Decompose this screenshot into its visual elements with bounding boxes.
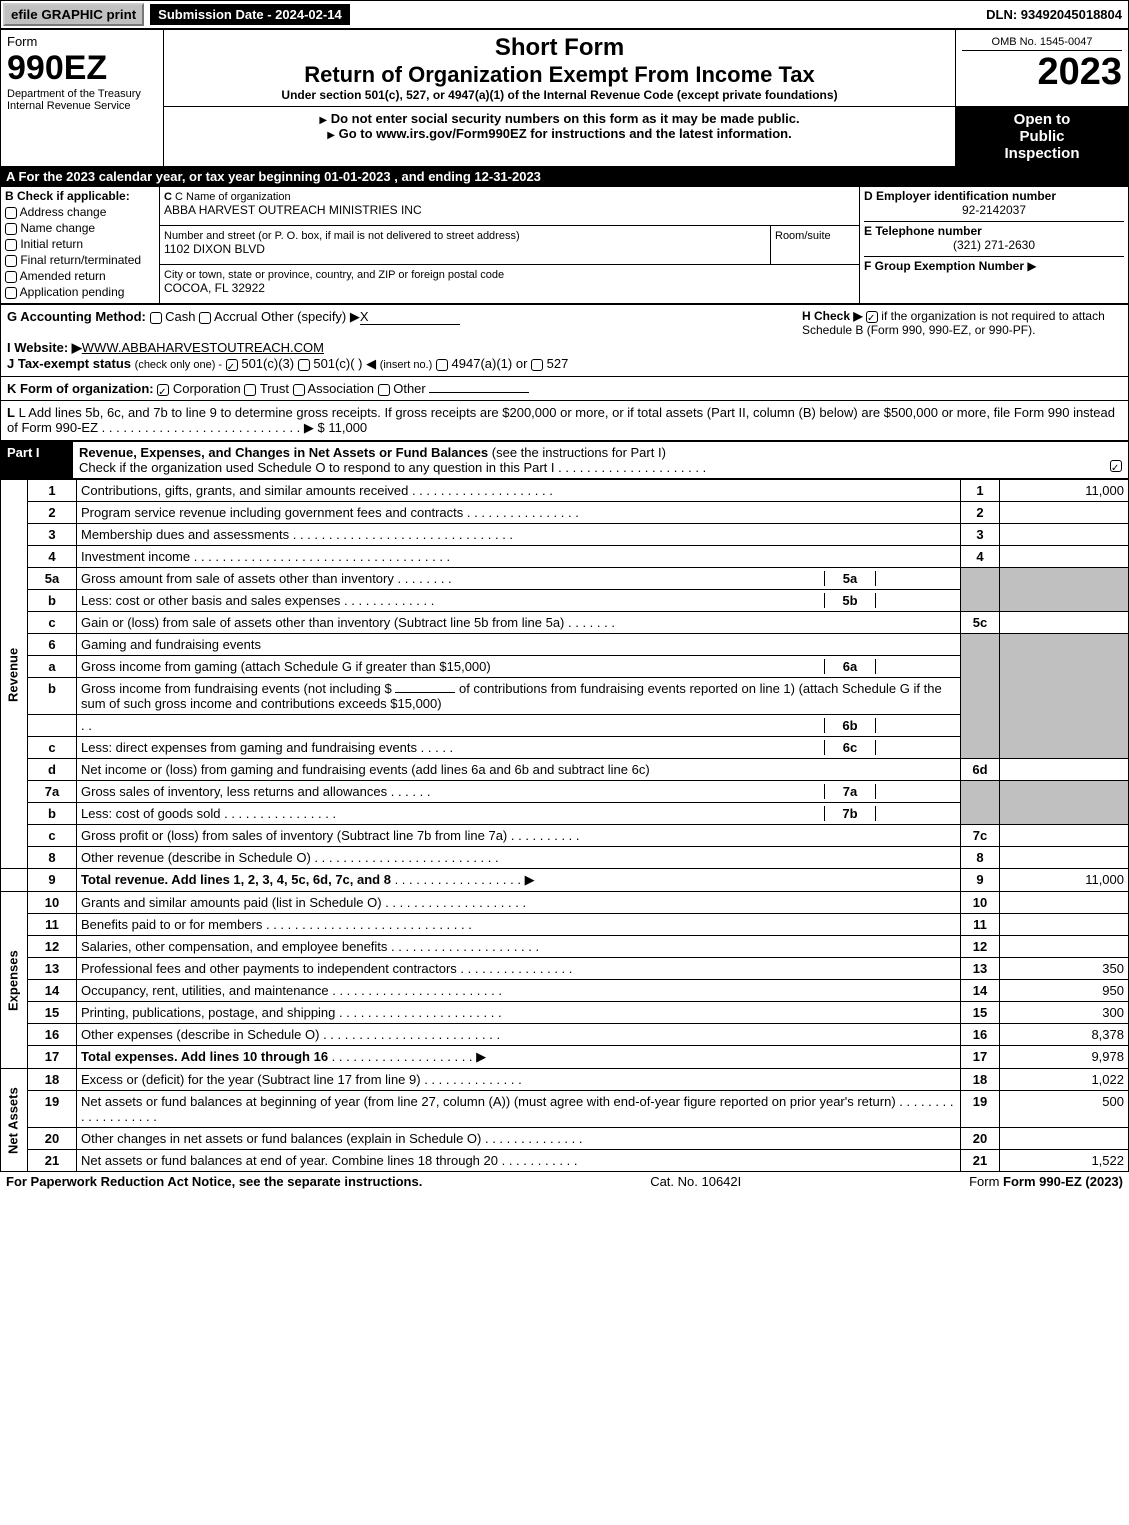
line-1-desc: Contributions, gifts, grants, and simila… — [77, 480, 961, 502]
org-name: ABBA HARVEST OUTREACH MINISTRIES INC — [164, 203, 422, 217]
tax-exempt-label: J Tax-exempt status — [7, 356, 131, 371]
website-label: I Website: ▶ — [7, 340, 82, 355]
part1-lines-table: Revenue 1 Contributions, gifts, grants, … — [0, 479, 1129, 1172]
box-b: B Check if applicable: Address change Na… — [1, 187, 160, 304]
notes-cell: Do not enter social security numbers on … — [164, 107, 956, 167]
efile-print-button[interactable]: efile GRAPHIC print — [3, 3, 144, 26]
dln-number: DLN: 93492045018804 — [986, 7, 1128, 22]
dept-treasury: Department of the Treasury Internal Reve… — [7, 88, 157, 112]
omb-year-cell: OMB No. 1545-0047 2023 — [956, 30, 1129, 107]
cb-accrual[interactable] — [199, 312, 211, 324]
under-section: Under section 501(c), 527, or 4947(a)(1)… — [170, 88, 949, 102]
section-a-bar: A For the 2023 calendar year, or tax yea… — [0, 167, 1129, 186]
cb-final-return[interactable]: Final return/terminated — [5, 253, 155, 267]
part1-heading: Revenue, Expenses, and Changes in Net As… — [79, 445, 488, 460]
cb-other-org[interactable] — [378, 384, 390, 396]
line-17-amount: 9,978 — [1000, 1046, 1129, 1069]
gross-receipts: $ 11,000 — [318, 420, 368, 435]
revenue-vertical-label: Revenue — [1, 480, 28, 869]
ssn-note: Do not enter social security numbers on … — [170, 111, 949, 126]
line-1-amount: 11,000 — [1000, 480, 1129, 502]
line-1-num: 1 — [28, 480, 77, 502]
line-9-amount: 11,000 — [1000, 869, 1129, 892]
other-specify: X — [360, 309, 460, 325]
phone-label: E Telephone number — [864, 224, 982, 238]
room-suite: Room/suite — [771, 226, 860, 265]
tax-year: 2023 — [962, 51, 1122, 94]
box-b-title: B Check if applicable: — [5, 189, 130, 203]
part1-header: Part I Revenue, Expenses, and Changes in… — [0, 441, 1129, 479]
cb-assoc[interactable] — [293, 384, 305, 396]
phone-value: (321) 271-2630 — [864, 238, 1124, 252]
info-table: B Check if applicable: Address change Na… — [0, 186, 1129, 304]
title-cell: Short Form Return of Organization Exempt… — [164, 30, 956, 107]
cb-pending[interactable]: Application pending — [5, 285, 155, 299]
cat-no: Cat. No. 10642I — [650, 1174, 741, 1189]
cb-amended[interactable]: Amended return — [5, 269, 155, 283]
open-public-badge: Open to Public Inspection — [956, 107, 1129, 167]
line-13-amount: 350 — [1000, 958, 1129, 980]
cb-4947[interactable] — [436, 359, 448, 371]
header-table: Form 990EZ Department of the Treasury In… — [0, 29, 1129, 167]
cb-address-change[interactable]: Address change — [5, 205, 155, 219]
street-value: 1102 DIXON BLVD — [164, 242, 265, 256]
box-k: K Form of organization: Corporation Trus… — [0, 377, 1129, 401]
cb-name-change[interactable]: Name change — [5, 221, 155, 235]
cb-schedule-o[interactable] — [1110, 460, 1122, 472]
box-def: D Employer identification number 92-2142… — [860, 187, 1129, 304]
cb-schedule-b[interactable] — [866, 311, 878, 323]
cb-trust[interactable] — [244, 384, 256, 396]
paperwork-notice: For Paperwork Reduction Act Notice, see … — [6, 1174, 422, 1189]
cb-corp[interactable] — [157, 384, 169, 396]
box-c-city: City or town, state or province, country… — [160, 265, 860, 304]
footer: For Paperwork Reduction Act Notice, see … — [0, 1172, 1129, 1191]
cb-527[interactable] — [531, 359, 543, 371]
line-16-amount: 8,378 — [1000, 1024, 1129, 1046]
netassets-vertical-label: Net Assets — [1, 1069, 28, 1172]
website-value: WWW.ABBAHARVESTOUTREACH.COM — [82, 340, 324, 355]
cb-initial-return[interactable]: Initial return — [5, 237, 155, 251]
form-label: Form — [7, 34, 157, 49]
city-value: COCOA, FL 32922 — [164, 281, 265, 295]
short-form-title: Short Form — [170, 34, 949, 62]
submission-date: Submission Date - 2024-02-14 — [150, 4, 350, 25]
line-21-amount: 1,522 — [1000, 1150, 1129, 1172]
expenses-vertical-label: Expenses — [1, 892, 28, 1069]
part1-label: Part I — [1, 442, 73, 478]
ein-label: D Employer identification number — [864, 189, 1056, 203]
goto-note: Go to www.irs.gov/Form990EZ for instruct… — [170, 126, 949, 141]
line-18-amount: 1,022 — [1000, 1069, 1129, 1091]
line-15-amount: 300 — [1000, 1002, 1129, 1024]
omb-number: OMB No. 1545-0047 — [962, 34, 1122, 51]
accounting-method-label: G Accounting Method: — [7, 309, 146, 324]
form-id-cell: Form 990EZ Department of the Treasury In… — [1, 30, 164, 167]
top-bar: efile GRAPHIC print Submission Date - 20… — [0, 0, 1129, 29]
line-14-amount: 950 — [1000, 980, 1129, 1002]
cb-cash[interactable] — [150, 312, 162, 324]
box-c-street: Number and street (or P. O. box, if mail… — [160, 226, 771, 265]
form-number: 990EZ — [7, 49, 157, 88]
line-19-amount: 500 — [1000, 1091, 1129, 1128]
form-ref: Form Form 990-EZ (2023) — [969, 1174, 1123, 1189]
return-title: Return of Organization Exempt From Incom… — [170, 62, 949, 88]
box-h: H Check ▶ if the organization is not req… — [802, 309, 1122, 372]
part1-check-text: Check if the organization used Schedule … — [79, 460, 555, 475]
box-l: L L Add lines 5b, 6c, and 7b to line 9 t… — [0, 401, 1129, 441]
ein-value: 92-2142037 — [864, 203, 1124, 217]
cb-501c3[interactable] — [226, 359, 238, 371]
row-g-h: G Accounting Method: Cash Accrual Other … — [0, 304, 1129, 377]
box-c-name: C C Name of organization ABBA HARVEST OU… — [160, 187, 860, 226]
cb-501c[interactable] — [298, 359, 310, 371]
group-exemption-label: F Group Exemption Number — [864, 259, 1024, 273]
